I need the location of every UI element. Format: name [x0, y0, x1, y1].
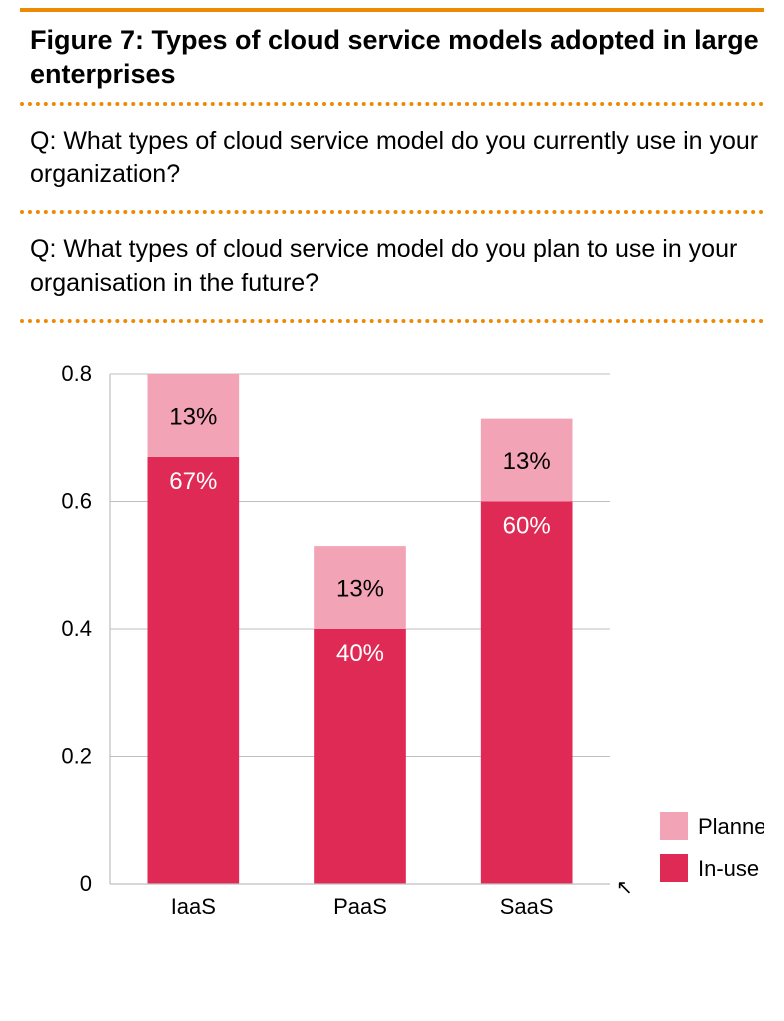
dotted-separator-1	[20, 102, 764, 107]
top-rule	[20, 8, 764, 12]
dotted-separator-2	[20, 210, 764, 215]
dotted-separator-3	[20, 319, 764, 324]
bar-IaaS-in-use	[148, 456, 240, 883]
bar-SaaS-in-use	[481, 501, 573, 884]
bar-PaaS-in-use	[314, 629, 406, 884]
bar-label-IaaS-in-use: 67%	[169, 467, 217, 494]
legend-label-in-use: In-use	[698, 856, 759, 881]
chart-container: 0 0.2 0.4 0.6 0.8 67% 13% IaaS 40% 13% PaaS 60% 13% S…	[20, 354, 764, 934]
bar-label-SaaS-in-use: 60%	[503, 512, 551, 539]
figure-title: Figure 7: Types of cloud service models …	[30, 24, 764, 92]
y-tick-label: 0.6	[61, 488, 92, 513]
legend-swatch-in-use	[660, 854, 688, 882]
page-root: Figure 7: Types of cloud service models …	[0, 8, 784, 954]
question-1: Q: What types of cloud service model do …	[30, 125, 764, 193]
bar-label-IaaS-planned: 13%	[169, 403, 217, 430]
y-tick-label: 0.8	[61, 361, 92, 386]
x-tick-label: PaaS	[333, 894, 387, 919]
bar-label-PaaS-planned: 13%	[336, 575, 384, 602]
bar-label-SaaS-planned: 13%	[503, 448, 551, 475]
stacked-bar-chart: 0 0.2 0.4 0.6 0.8 67% 13% IaaS 40% 13% PaaS 60% 13% S…	[20, 354, 764, 934]
cursor-icon: ↖	[616, 877, 633, 899]
y-tick-label: 0.4	[61, 616, 92, 641]
x-tick-label: SaaS	[500, 894, 554, 919]
x-tick-label: IaaS	[171, 894, 216, 919]
legend-label-planned: Planned	[698, 814, 764, 839]
y-tick-label: 0.2	[61, 743, 92, 768]
bar-label-PaaS-in-use: 40%	[336, 640, 384, 667]
question-2: Q: What types of cloud service model do …	[30, 233, 764, 301]
legend-swatch-planned	[660, 812, 688, 840]
y-tick-label: 0	[80, 871, 92, 896]
